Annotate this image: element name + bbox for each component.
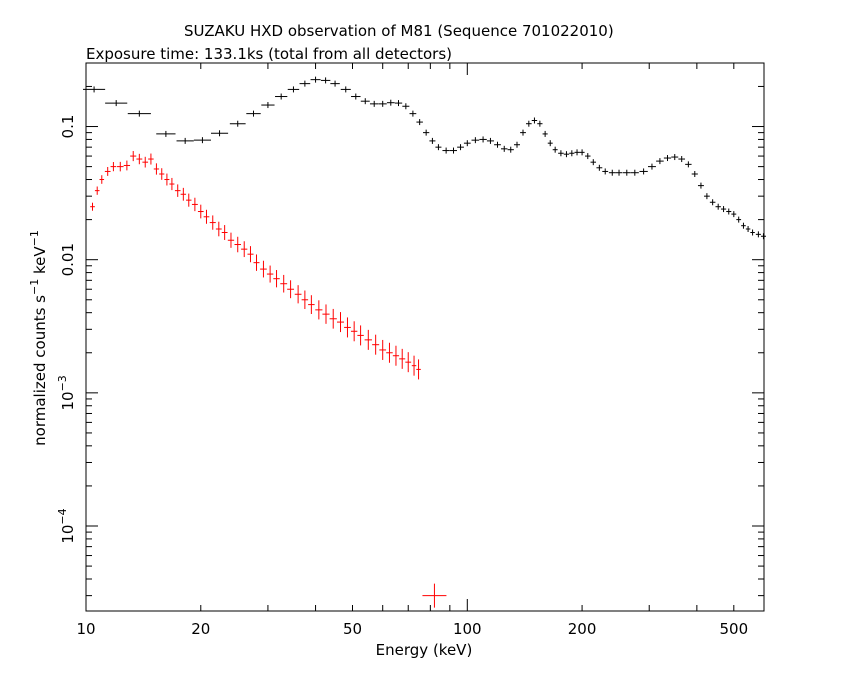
- y-tick-label: 0.01: [59, 243, 77, 276]
- x-tick-label: 500: [719, 620, 748, 638]
- chart-subtitle: Exposure time: 133.1ks (total from all d…: [86, 45, 453, 63]
- plot-frame: [85, 62, 765, 612]
- x-tick-label: 10: [76, 620, 95, 638]
- y-axis-title-mid: keV: [31, 246, 49, 279]
- series-layer: [83, 76, 766, 608]
- y-axis-title: normalized counts s−1 keV−1: [28, 230, 49, 446]
- axis-ticks: [85, 63, 765, 611]
- y-tick-label: 10−3: [56, 375, 77, 410]
- y-axis-title-exp2: −1: [28, 230, 41, 246]
- y-tick-label: 10−4: [56, 508, 77, 543]
- y-axis-title-main: normalized counts s: [31, 295, 49, 446]
- chart-title: SUZAKU HXD observation of M81 (Sequence …: [184, 22, 614, 40]
- x-tick-label: 20: [191, 620, 210, 638]
- series-1: [90, 151, 447, 608]
- y-axis-title-exp1: −1: [28, 279, 41, 295]
- x-tick-label: 100: [453, 620, 482, 638]
- x-tick-label: 50: [343, 620, 362, 638]
- y-tick-label: 0.1: [59, 115, 77, 139]
- x-axis-title: Energy (keV): [376, 641, 473, 659]
- x-tick-label: 200: [568, 620, 597, 638]
- series-0: [83, 76, 766, 240]
- axis-tick-labels: 10 20 50 100 200 500 0.1 0.01 10−3 10−4: [56, 115, 748, 638]
